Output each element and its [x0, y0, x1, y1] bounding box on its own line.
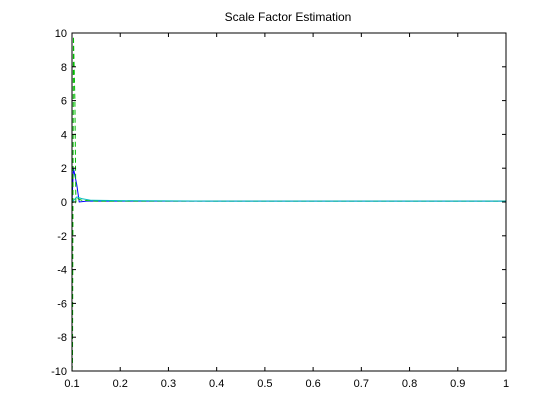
y-tick-label: -4: [57, 265, 67, 277]
x-tick-label: 0.6: [305, 378, 320, 390]
x-tick-label: 0.9: [450, 378, 465, 390]
y-tick-label: -6: [57, 298, 67, 310]
y-tick-label: -8: [57, 332, 67, 344]
x-tick-label: 1: [503, 378, 509, 390]
series-line-2: [72, 196, 506, 203]
y-tick-label: 4: [61, 129, 67, 141]
x-tick-label: 0.7: [354, 378, 369, 390]
y-tick-label: 0: [61, 197, 67, 209]
x-tick-label: 0.5: [257, 378, 272, 390]
y-tick-label: 6: [61, 96, 67, 108]
x-tick-label: 0.8: [402, 378, 417, 390]
y-tick-label: -2: [57, 231, 67, 243]
x-tick-label: 0.1: [64, 378, 79, 390]
y-tick-label: -10: [51, 366, 67, 378]
chart-title: Scale Factor Estimation: [225, 10, 352, 24]
x-tick-label: 0.4: [209, 378, 224, 390]
axis-ticks: 0.1 0.2 0.3 0.4 0.5 0.6 0.7 0.8 0.9 1 -10 -8 -6 -4 -2 0…: [51, 28, 509, 390]
x-tick-label: 0.2: [113, 378, 128, 390]
x-tick-label: 0.3: [161, 378, 176, 390]
y-tick-label: 2: [61, 163, 67, 175]
y-tick-label: 10: [55, 28, 67, 40]
y-tick-label: 8: [61, 62, 67, 74]
plot-area: [72, 36, 506, 371]
